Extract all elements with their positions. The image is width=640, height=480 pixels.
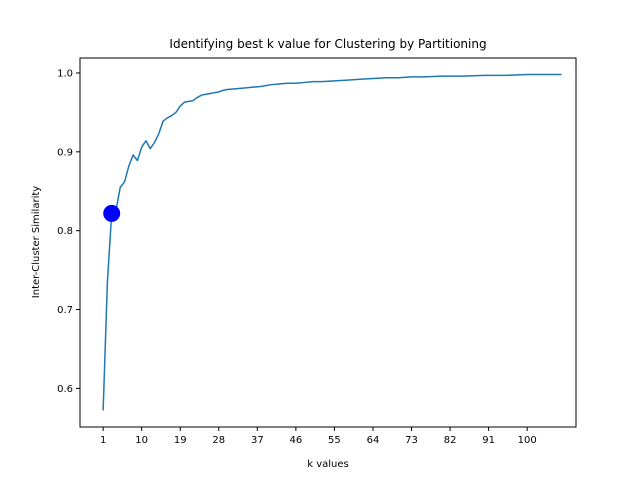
y-tick-label: 0.6 [57, 384, 73, 395]
y-tick-label: 0.7 [57, 305, 73, 316]
x-tick-label: 37 [251, 435, 264, 446]
chart-title: Identifying best k value for Clustering … [169, 37, 486, 51]
x-tick-label: 64 [367, 435, 380, 446]
highlight-layer [103, 204, 121, 222]
x-axis-label: k values [307, 459, 349, 470]
y-tick-label: 0.8 [57, 226, 73, 237]
best-k-marker [103, 204, 121, 222]
x-tick-label: 10 [135, 435, 148, 446]
x-tick-label: 73 [405, 435, 418, 446]
axes-frame [79, 57, 577, 428]
x-tick-label: 91 [482, 435, 495, 446]
x-tick-label: 100 [518, 435, 537, 446]
plot-area: 1 10 19 28 37 46 55 64 73 82 91 100 0.6 0.7 0.8 0.9 1.0 [57, 57, 577, 446]
series-layer [102, 73, 562, 411]
x-axis-ticks: 1 10 19 28 37 46 55 64 73 82 91 100 [100, 427, 537, 446]
x-tick-label: 1 [100, 435, 106, 446]
series-line [102, 73, 562, 411]
y-tick-label: 1.0 [57, 68, 73, 79]
x-tick-label: 19 [174, 435, 187, 446]
y-axis-label: Inter-Cluster Similarity [31, 186, 42, 298]
x-tick-label: 55 [328, 435, 341, 446]
y-axis-ticks: 0.6 0.7 0.8 0.9 1.0 [57, 68, 80, 395]
x-tick-label: 82 [444, 435, 457, 446]
x-tick-label: 28 [212, 435, 225, 446]
y-tick-label: 0.9 [57, 147, 73, 158]
x-tick-label: 46 [290, 435, 303, 446]
